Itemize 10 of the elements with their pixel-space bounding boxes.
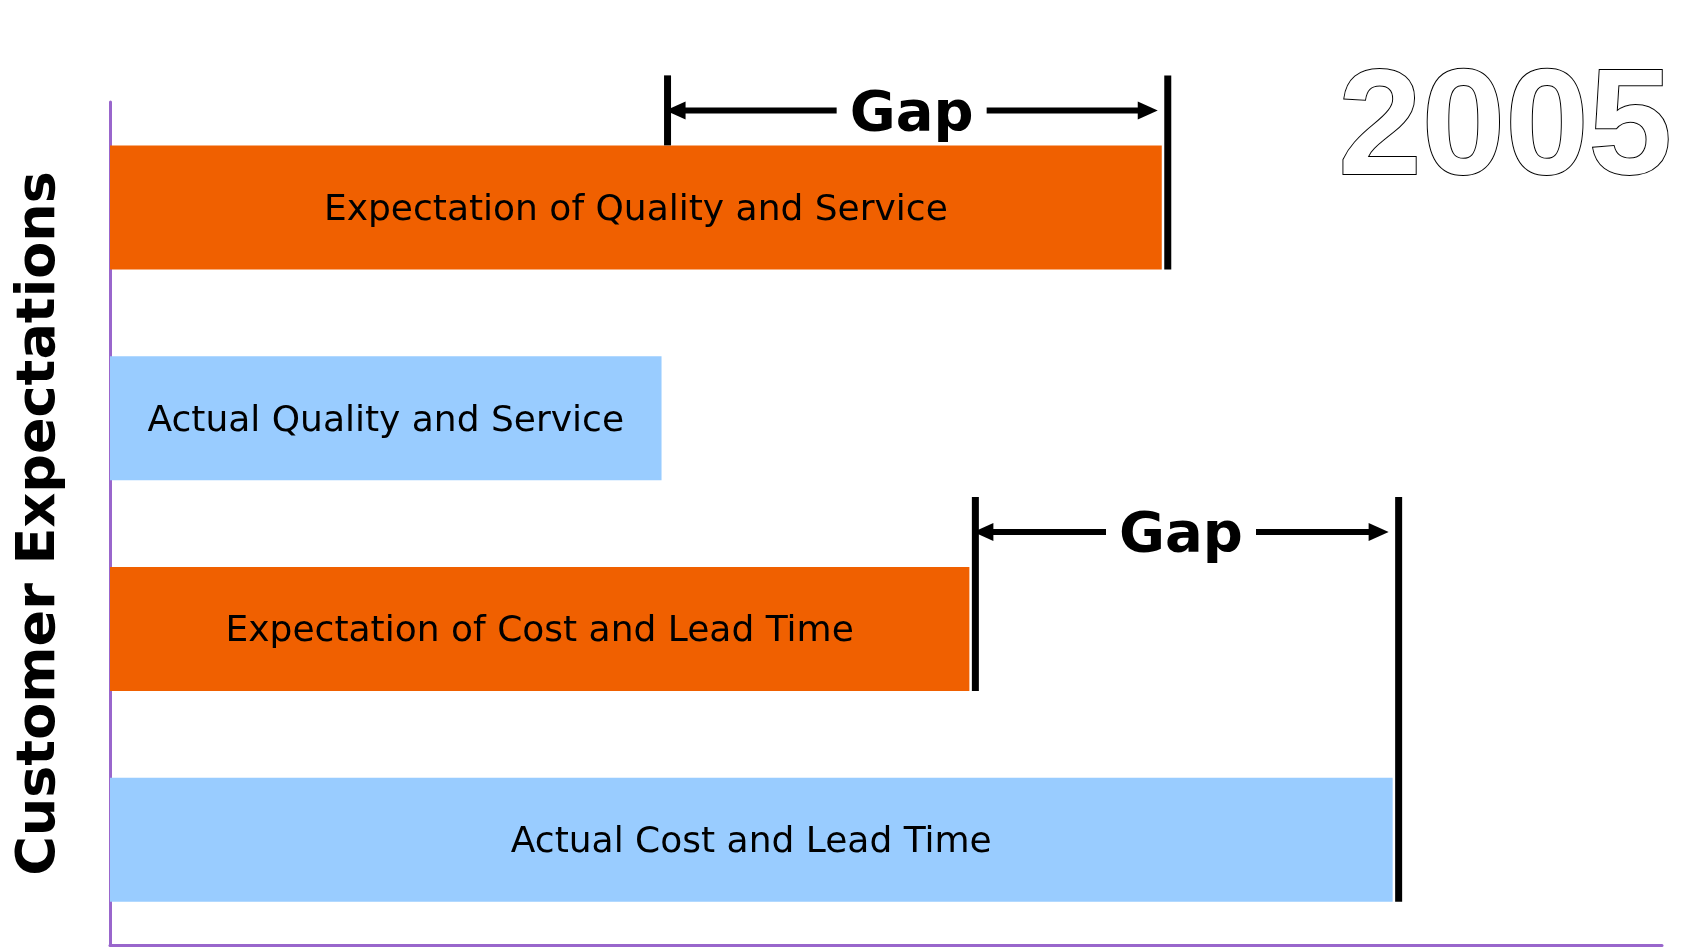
chart-title: 2005 <box>1338 38 1673 206</box>
y-axis-title: Customer Expectations <box>3 171 67 876</box>
y-tick-label: Actual Quality and Service <box>147 397 625 439</box>
annotation: Gap <box>849 77 974 143</box>
y-tick-label: Expectation of Quality and Service <box>323 186 948 228</box>
y-tick-label: Expectation of Cost and Lead Time <box>225 608 854 650</box>
annotation: Gap <box>1119 499 1243 565</box>
bar <box>110 356 662 481</box>
y-tick-label: Actual Cost and Lead Time <box>510 819 992 861</box>
bar <box>110 777 1393 902</box>
